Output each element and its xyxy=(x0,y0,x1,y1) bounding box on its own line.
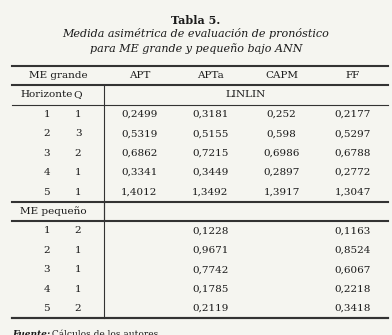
Text: 0,3181: 0,3181 xyxy=(192,110,229,119)
Text: 1,3492: 1,3492 xyxy=(192,188,229,197)
Text: 0,6788: 0,6788 xyxy=(334,149,371,158)
Text: ME grande: ME grande xyxy=(29,71,87,80)
Text: Cálculos de los autores.: Cálculos de los autores. xyxy=(49,330,161,335)
Text: 1,4012: 1,4012 xyxy=(121,188,158,197)
Text: Tabla 5.: Tabla 5. xyxy=(171,15,221,26)
Text: 0,2499: 0,2499 xyxy=(121,110,158,119)
Text: 0,598: 0,598 xyxy=(267,129,296,138)
Text: 0,1163: 0,1163 xyxy=(334,226,371,236)
Text: 0,6986: 0,6986 xyxy=(263,149,300,158)
Text: 0,6862: 0,6862 xyxy=(121,149,158,158)
Text: 0,2218: 0,2218 xyxy=(334,285,371,294)
Text: 0,2119: 0,2119 xyxy=(192,304,229,313)
Text: 1: 1 xyxy=(75,246,82,255)
Text: 5: 5 xyxy=(44,188,50,197)
Text: 0,2177: 0,2177 xyxy=(334,110,371,119)
Text: 0,6067: 0,6067 xyxy=(334,265,371,274)
Text: 1: 1 xyxy=(44,226,50,236)
Text: 3: 3 xyxy=(44,265,50,274)
Text: 1: 1 xyxy=(75,285,82,294)
Text: 0,252: 0,252 xyxy=(267,110,296,119)
Text: 0,5297: 0,5297 xyxy=(334,129,371,138)
Text: 0,3449: 0,3449 xyxy=(192,168,229,177)
Text: Fuente:: Fuente: xyxy=(12,330,50,335)
Text: Q: Q xyxy=(74,90,82,99)
Text: CAPM: CAPM xyxy=(265,71,298,80)
Text: 1: 1 xyxy=(44,110,50,119)
Text: 0,5319: 0,5319 xyxy=(121,129,158,138)
Text: 1,3047: 1,3047 xyxy=(334,188,371,197)
Text: 0,9671: 0,9671 xyxy=(192,246,229,255)
Text: para ME grande y pequeño bajo ANN: para ME grande y pequeño bajo ANN xyxy=(90,43,302,54)
Text: 0,8524: 0,8524 xyxy=(334,246,371,255)
Text: 0,7742: 0,7742 xyxy=(192,265,229,274)
Text: 0,7215: 0,7215 xyxy=(192,149,229,158)
Text: 2: 2 xyxy=(75,226,82,236)
Text: 0,1785: 0,1785 xyxy=(192,285,229,294)
Text: LINLIN: LINLIN xyxy=(226,90,266,99)
Text: 2: 2 xyxy=(44,129,50,138)
Text: 1,3917: 1,3917 xyxy=(263,188,300,197)
Text: 3: 3 xyxy=(44,149,50,158)
Text: Horizonte: Horizonte xyxy=(20,90,73,99)
Text: 0,1228: 0,1228 xyxy=(192,226,229,236)
Text: 1: 1 xyxy=(75,168,82,177)
Text: 0,2772: 0,2772 xyxy=(334,168,371,177)
Text: 0,3418: 0,3418 xyxy=(334,304,371,313)
Text: 2: 2 xyxy=(75,149,82,158)
Text: 2: 2 xyxy=(44,246,50,255)
Text: 1: 1 xyxy=(75,188,82,197)
Text: FF: FF xyxy=(345,71,360,80)
Text: 0,3341: 0,3341 xyxy=(121,168,158,177)
Text: 5: 5 xyxy=(44,304,50,313)
Text: 2: 2 xyxy=(75,304,82,313)
Text: 0,5155: 0,5155 xyxy=(192,129,229,138)
Text: 4: 4 xyxy=(44,285,50,294)
Text: 4: 4 xyxy=(44,168,50,177)
Text: 1: 1 xyxy=(75,110,82,119)
Text: 1: 1 xyxy=(75,265,82,274)
Text: Medida asimétrica de evaluación de pronóstico: Medida asimétrica de evaluación de pronó… xyxy=(63,28,329,40)
Text: APTa: APTa xyxy=(197,71,224,80)
Text: ME pequeño: ME pequeño xyxy=(20,207,86,216)
Text: APT: APT xyxy=(129,71,150,80)
Text: 0,2897: 0,2897 xyxy=(263,168,300,177)
Text: 3: 3 xyxy=(75,129,82,138)
